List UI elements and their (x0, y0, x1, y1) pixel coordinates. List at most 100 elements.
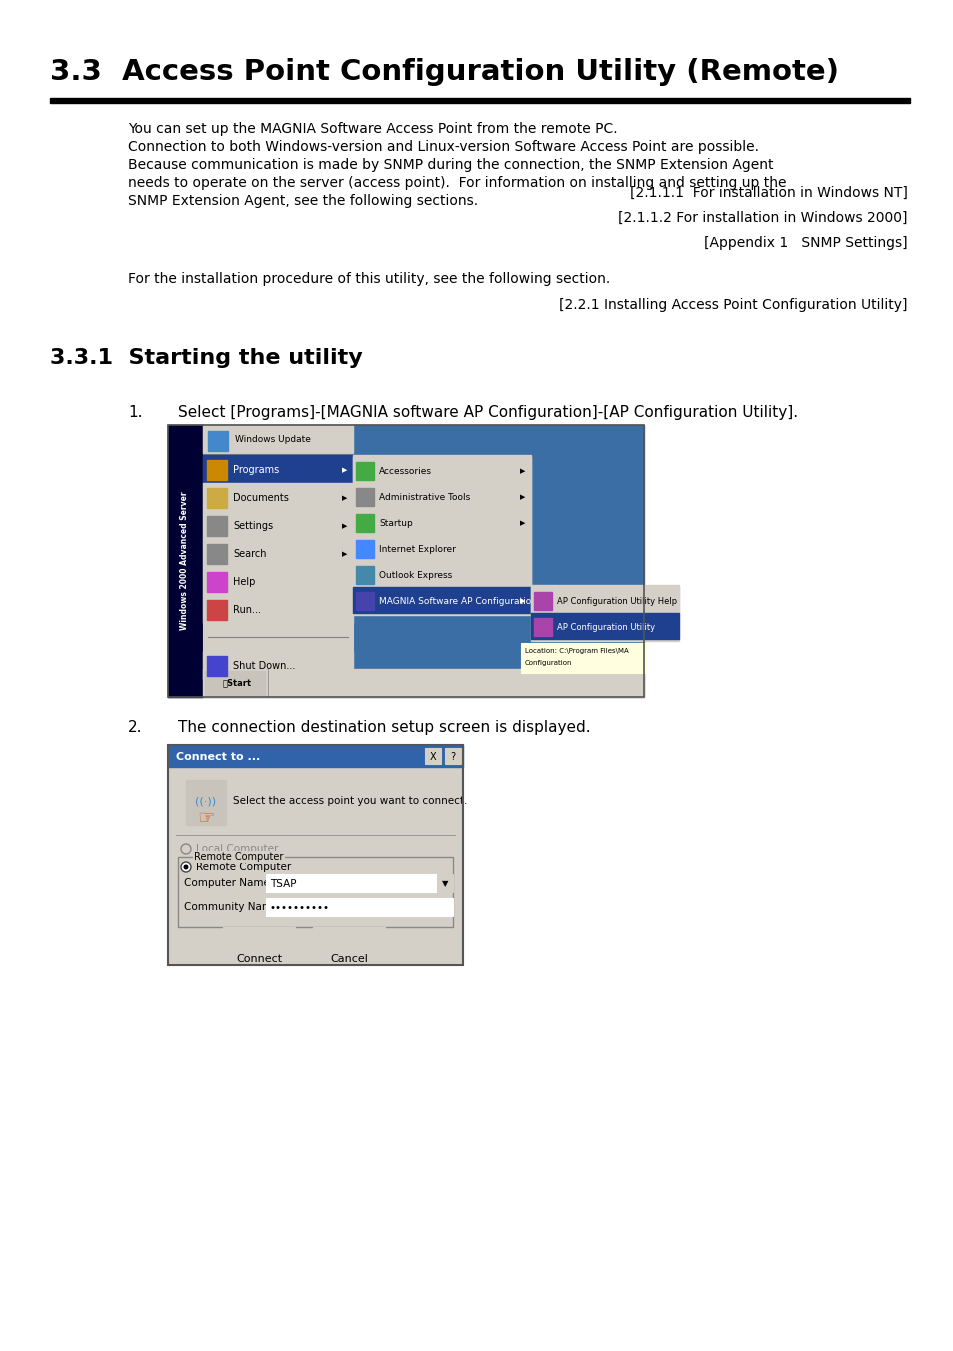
Text: Outlook Express: Outlook Express (378, 570, 452, 580)
Text: ▶: ▶ (519, 494, 525, 500)
Bar (266, 898, 453, 916)
Bar (203, 567, 353, 594)
Bar (223, 927, 294, 948)
Bar (531, 586, 679, 613)
Bar (355, 513, 374, 532)
Text: Settings: Settings (233, 521, 273, 531)
Text: ••••••••••: •••••••••• (270, 902, 330, 913)
Text: ▶: ▶ (342, 467, 347, 473)
Text: ▶: ▶ (342, 551, 347, 557)
Text: [Appendix 1   SNMP Settings]: [Appendix 1 SNMP Settings] (703, 236, 907, 250)
Bar (207, 657, 227, 676)
Bar (353, 484, 531, 509)
Text: Search: Search (233, 549, 266, 559)
Bar (534, 592, 552, 611)
Bar (186, 780, 226, 825)
Text: Connect to ...: Connect to ... (175, 753, 260, 762)
Text: Local Computer: Local Computer (195, 844, 278, 854)
Text: You can set up the MAGNIA Software Access Point from the remote PC.: You can set up the MAGNIA Software Acces… (128, 122, 617, 136)
Bar (50, 99, 909, 103)
Text: Run...: Run... (233, 605, 261, 615)
Text: SNMP Extension Agent, see the following sections.: SNMP Extension Agent, see the following … (128, 195, 477, 208)
Text: TSAP: TSAP (270, 880, 296, 889)
Text: Select the access point you want to connect.: Select the access point you want to conn… (233, 796, 467, 807)
Bar (353, 586, 531, 613)
Text: 🏁Start: 🏁Start (223, 678, 252, 688)
Bar (313, 927, 385, 948)
Text: Windows 2000 Advanced Server: Windows 2000 Advanced Server (180, 492, 190, 631)
Text: ?: ? (450, 753, 456, 762)
Text: Because communication is made by SNMP during the connection, the SNMP Extension : Because communication is made by SNMP du… (128, 158, 773, 172)
Bar (355, 592, 374, 611)
Text: ▶: ▶ (519, 467, 525, 474)
Bar (207, 488, 227, 508)
Text: needs to operate on the server (access point).  For information on installing an: needs to operate on the server (access p… (128, 176, 785, 190)
Text: 3.3  Access Point Configuration Utility (Remote): 3.3 Access Point Configuration Utility (… (50, 58, 838, 86)
Bar (168, 744, 462, 965)
Bar (168, 744, 462, 965)
Text: MAGNIA Software AP Configuration: MAGNIA Software AP Configuration (378, 597, 537, 605)
Text: ▶: ▶ (519, 520, 525, 526)
Text: ☞: ☞ (197, 808, 214, 828)
Bar (207, 516, 227, 536)
Text: Select [Programs]-[MAGNIA software AP Configuration]-[AP Configuration Utility].: Select [Programs]-[MAGNIA software AP Co… (178, 405, 798, 420)
Bar (444, 748, 460, 765)
Bar (205, 671, 265, 694)
Bar (353, 457, 531, 484)
Text: Remote Computer: Remote Computer (193, 852, 283, 862)
Text: The connection destination setup screen is displayed.: The connection destination setup screen … (178, 720, 590, 735)
Bar (178, 857, 453, 927)
Bar (531, 613, 679, 639)
Bar (203, 651, 353, 680)
Bar (207, 571, 227, 592)
Bar (203, 511, 353, 539)
Bar (203, 455, 353, 484)
Bar (168, 426, 203, 697)
Bar (520, 643, 645, 673)
Bar (168, 744, 462, 767)
Bar (203, 669, 643, 697)
Bar (355, 540, 374, 558)
Text: ▼: ▼ (441, 880, 448, 889)
Bar (353, 535, 531, 561)
Text: AP Configuration Utility Help: AP Configuration Utility Help (557, 597, 677, 605)
Text: Connection to both Windows-version and Linux-version Software Access Point are p: Connection to both Windows-version and L… (128, 141, 759, 154)
Bar (436, 874, 453, 892)
Text: ▶: ▶ (342, 494, 347, 501)
Bar (207, 544, 227, 563)
Text: Location: C:\Program Files\MA: Location: C:\Program Files\MA (524, 648, 628, 654)
Text: Configuration: Configuration (524, 661, 572, 666)
Bar (531, 585, 679, 640)
Bar (353, 509, 531, 535)
Text: Help: Help (233, 577, 255, 586)
Text: Shut Down...: Shut Down... (233, 661, 295, 671)
Bar (353, 455, 531, 615)
Text: For the installation procedure of this utility, see the following section.: For the installation procedure of this u… (128, 272, 610, 286)
Circle shape (181, 862, 191, 871)
Text: Startup: Startup (378, 519, 413, 527)
Text: Cancel: Cancel (330, 954, 368, 965)
Text: X: X (429, 753, 436, 762)
Text: 1.: 1. (128, 405, 142, 420)
Text: [2.1.1.1  For installation in Windows NT]: [2.1.1.1 For installation in Windows NT] (630, 186, 907, 200)
Text: Remote Computer: Remote Computer (195, 862, 291, 871)
Text: ▶: ▶ (342, 523, 347, 530)
Bar (355, 488, 374, 507)
Text: 3.3.1  Starting the utility: 3.3.1 Starting the utility (50, 349, 362, 367)
Text: [2.2.1 Installing Access Point Configuration Utility]: [2.2.1 Installing Access Point Configura… (558, 299, 907, 312)
Text: Community Name: Community Name (184, 902, 278, 912)
Text: Accessories: Accessories (378, 466, 432, 476)
Bar (203, 484, 353, 511)
Bar (203, 426, 353, 669)
Bar (534, 617, 552, 636)
Bar (355, 566, 374, 584)
Text: Administrative Tools: Administrative Tools (378, 493, 470, 501)
Text: Windows Update: Windows Update (234, 435, 311, 444)
Bar (203, 539, 353, 567)
Bar (168, 426, 643, 697)
Bar (203, 426, 353, 453)
Text: Computer Name: Computer Name (184, 878, 270, 888)
Bar (203, 594, 353, 623)
Bar (355, 462, 374, 480)
Bar (424, 748, 440, 765)
